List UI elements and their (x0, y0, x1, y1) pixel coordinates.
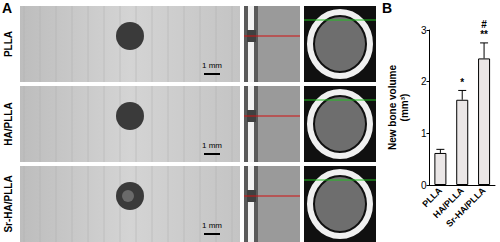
svg-text:HA/PLLA: HA/PLLA (3, 102, 14, 145)
svg-text:PLLA: PLLA (420, 185, 444, 210)
svg-text:1: 1 (421, 128, 427, 139)
svg-text:(mm³): (mm³) (399, 94, 410, 122)
svg-text:1 mm: 1 mm (202, 221, 222, 230)
svg-text:**: ** (480, 29, 488, 40)
svg-text:1 mm: 1 mm (202, 141, 222, 150)
svg-text:PLLA: PLLA (3, 31, 14, 57)
svg-text:3: 3 (421, 25, 427, 36)
svg-text:0: 0 (421, 180, 427, 191)
svg-text:#: # (481, 19, 487, 30)
svg-text:New bone volume: New bone volume (387, 65, 398, 150)
svg-text:Sr-HA/PLLA: Sr-HA/PLLA (444, 185, 488, 229)
svg-text:1 mm: 1 mm (202, 61, 222, 70)
html-text:B: B (382, 0, 393, 16)
svg-text:A: A (2, 0, 12, 16)
svg-text:2: 2 (421, 76, 427, 87)
svg-text:Sr-HA/PLLA: Sr-HA/PLLA (3, 175, 14, 232)
svg-text:*: * (460, 77, 464, 88)
